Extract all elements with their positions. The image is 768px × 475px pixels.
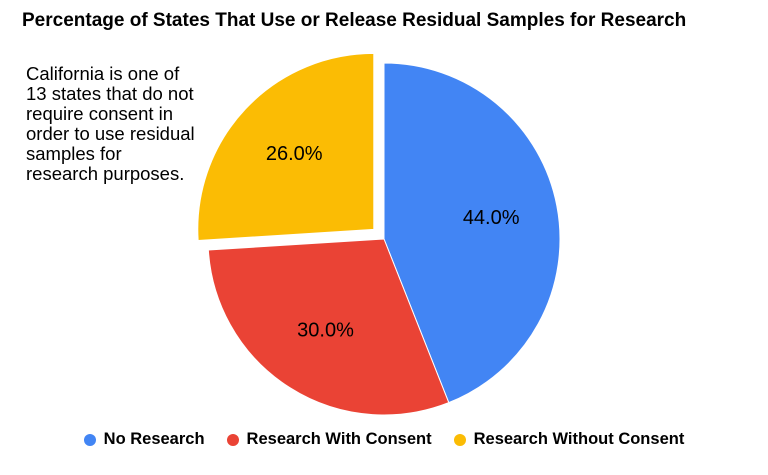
legend-swatch-research-without-consent [453, 433, 466, 446]
chart-title: Percentage of States That Use or Release… [22, 10, 687, 31]
pie-slice-value-label: 30.0% [297, 319, 354, 341]
legend-label: Research Without Consent [473, 430, 685, 448]
pie-slice-no-research [383, 62, 561, 404]
annotation-line: California is one of [26, 63, 180, 84]
pie-slice-research-with-consent [207, 238, 450, 416]
legend-item-no-research: No Research [83, 430, 205, 449]
legend-swatch-no-research [83, 433, 96, 446]
pie-slice-value-label: 26.0% [266, 143, 323, 165]
annotation-line: require consent in [26, 103, 174, 124]
legend-label: Research With Consent [246, 430, 432, 448]
annotation-line: 13 states that do not [26, 83, 194, 104]
legend-item-research-without-consent: Research Without Consent [453, 430, 685, 449]
annotation-line: order to use residual [26, 123, 195, 144]
legend-item-research-with-consent: Research With Consent [226, 430, 432, 449]
annotation-line: samples for [26, 143, 122, 164]
pie-slice-research-without-consent [197, 52, 375, 241]
chart-legend: No Research Research With Consent Resear… [0, 430, 768, 449]
legend-label: No Research [103, 430, 205, 448]
chart-annotation: California is one of 13 states that do n… [26, 64, 226, 184]
annotation-line: research purposes. [26, 163, 185, 184]
pie-slice-value-label: 44.0% [463, 207, 520, 229]
legend-swatch-research-with-consent [226, 433, 239, 446]
